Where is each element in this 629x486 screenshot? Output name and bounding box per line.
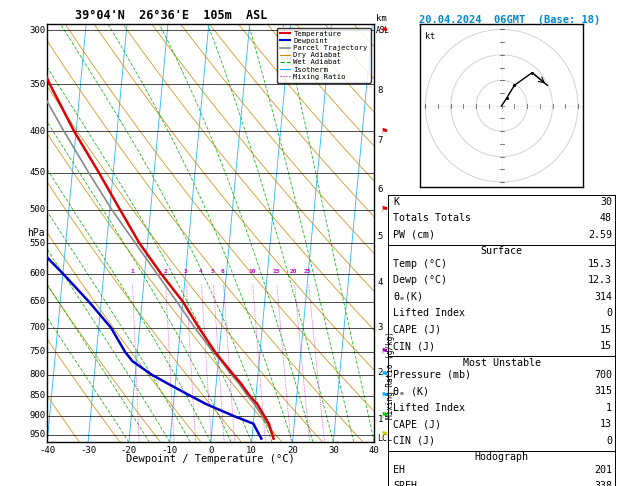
Text: 800: 800 [29, 370, 45, 379]
Text: 30: 30 [328, 447, 339, 455]
Legend: Temperature, Dewpoint, Parcel Trajectory, Dry Adiabat, Wet Adiabat, Isotherm, Mi: Temperature, Dewpoint, Parcel Trajectory… [277, 28, 370, 83]
Text: ⚑: ⚑ [381, 205, 388, 214]
Text: 300: 300 [29, 26, 45, 35]
Text: Totals Totals: Totals Totals [393, 213, 471, 224]
Text: 8: 8 [377, 86, 383, 95]
Text: 350: 350 [29, 80, 45, 89]
Text: θₑ (K): θₑ (K) [393, 386, 429, 397]
Text: 400: 400 [29, 127, 45, 136]
Text: Surface: Surface [481, 246, 523, 257]
Text: 4: 4 [199, 269, 203, 274]
Text: 12.3: 12.3 [588, 275, 612, 285]
Text: km: km [376, 14, 387, 22]
Text: 48: 48 [600, 213, 612, 224]
Text: hPa: hPa [27, 228, 45, 238]
Text: 950: 950 [29, 431, 45, 439]
Text: SREH: SREH [393, 481, 417, 486]
Text: ⚑: ⚑ [381, 412, 388, 420]
Text: 700: 700 [594, 370, 612, 380]
Text: 20: 20 [290, 269, 298, 274]
Text: 30: 30 [600, 197, 612, 207]
Text: 750: 750 [29, 347, 45, 356]
Text: Lifted Index: Lifted Index [393, 308, 465, 318]
Text: -10: -10 [162, 447, 178, 455]
Text: 2: 2 [164, 269, 167, 274]
Text: Dewp (°C): Dewp (°C) [393, 275, 447, 285]
Text: 600: 600 [29, 269, 45, 278]
Text: ⚑: ⚑ [381, 26, 388, 35]
Text: 25: 25 [304, 269, 311, 274]
Text: 10: 10 [246, 447, 257, 455]
Text: ⚑: ⚑ [381, 431, 388, 439]
Text: 314: 314 [594, 292, 612, 302]
Text: 1: 1 [606, 403, 612, 413]
Text: θₑ(K): θₑ(K) [393, 292, 423, 302]
Text: 0: 0 [606, 436, 612, 446]
Text: 1: 1 [130, 269, 134, 274]
Text: CIN (J): CIN (J) [393, 436, 435, 446]
Text: 0: 0 [208, 447, 213, 455]
Text: K: K [393, 197, 399, 207]
Text: 338: 338 [594, 481, 612, 486]
Text: kt: kt [425, 32, 435, 41]
Text: -40: -40 [39, 447, 55, 455]
Text: CIN (J): CIN (J) [393, 341, 435, 351]
Text: 15: 15 [600, 341, 612, 351]
Text: 39°04'N  26°36'E  105m  ASL: 39°04'N 26°36'E 105m ASL [75, 9, 268, 22]
Text: ⚑: ⚑ [381, 391, 388, 400]
Text: 201: 201 [594, 465, 612, 475]
Text: Pressure (mb): Pressure (mb) [393, 370, 471, 380]
Text: 15: 15 [272, 269, 280, 274]
Text: 700: 700 [29, 323, 45, 332]
Text: 10: 10 [248, 269, 255, 274]
Text: 40: 40 [369, 447, 380, 455]
Text: ⚑: ⚑ [381, 370, 388, 379]
Text: EH: EH [393, 465, 405, 475]
Text: 3: 3 [377, 323, 383, 332]
Text: Lifted Index: Lifted Index [393, 403, 465, 413]
Text: -20: -20 [121, 447, 137, 455]
Text: CAPE (J): CAPE (J) [393, 325, 441, 335]
Text: 15.3: 15.3 [588, 259, 612, 269]
Text: Most Unstable: Most Unstable [462, 358, 541, 368]
Text: 2.59: 2.59 [588, 230, 612, 240]
Text: 6: 6 [377, 185, 383, 194]
Text: 850: 850 [29, 391, 45, 400]
Text: 2: 2 [377, 368, 383, 377]
Text: 500: 500 [29, 205, 45, 214]
Text: 550: 550 [29, 239, 45, 247]
Text: 650: 650 [29, 297, 45, 306]
Text: ASL: ASL [376, 26, 390, 35]
Text: 7: 7 [377, 136, 383, 145]
Text: 0: 0 [606, 308, 612, 318]
Text: 15: 15 [600, 325, 612, 335]
Text: ⚑: ⚑ [381, 347, 388, 356]
Text: 3: 3 [184, 269, 187, 274]
Text: 900: 900 [29, 412, 45, 420]
Text: 1: 1 [377, 415, 383, 424]
Text: -30: -30 [80, 447, 96, 455]
Text: PW (cm): PW (cm) [393, 230, 435, 240]
Text: Hodograph: Hodograph [475, 452, 528, 463]
Text: ⚑: ⚑ [381, 127, 388, 136]
Text: 4: 4 [377, 278, 383, 287]
Text: CAPE (J): CAPE (J) [393, 419, 441, 430]
Text: 20: 20 [287, 447, 298, 455]
Text: 13: 13 [600, 419, 612, 430]
Text: 5: 5 [377, 232, 383, 241]
Text: Temp (°C): Temp (°C) [393, 259, 447, 269]
Text: 20.04.2024  06GMT  (Base: 18): 20.04.2024 06GMT (Base: 18) [419, 15, 600, 25]
Text: Dewpoint / Temperature (°C): Dewpoint / Temperature (°C) [126, 454, 295, 464]
Text: 6: 6 [221, 269, 225, 274]
Text: LCL: LCL [377, 434, 392, 443]
Text: 5: 5 [211, 269, 214, 274]
Text: 315: 315 [594, 386, 612, 397]
Text: Mixing Ratio (g/kg): Mixing Ratio (g/kg) [386, 331, 395, 419]
Text: 450: 450 [29, 168, 45, 177]
